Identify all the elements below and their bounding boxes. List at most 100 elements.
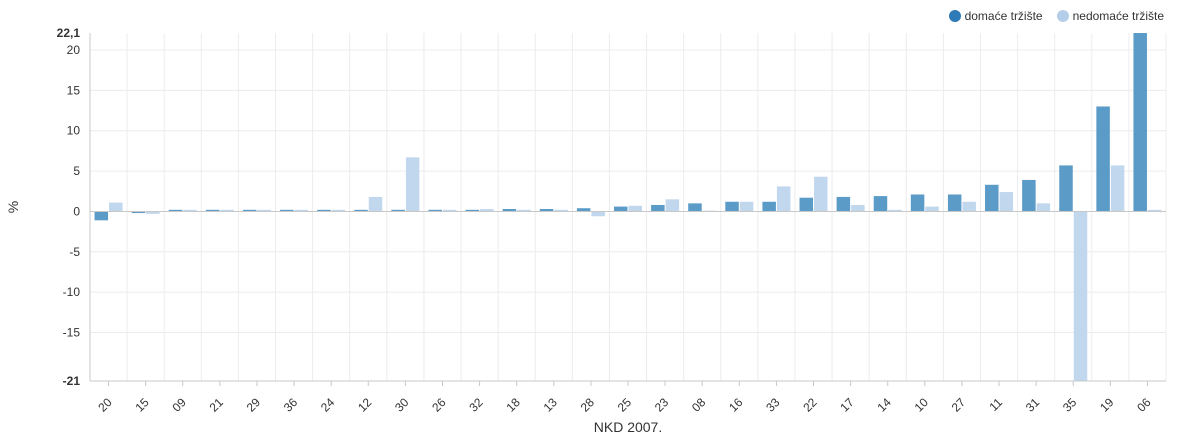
x-tick-label: 29 [244, 395, 264, 415]
x-tick-label: 17 [837, 395, 857, 415]
x-tick-label: 26 [429, 395, 449, 415]
bar-domestic [502, 209, 517, 212]
x-tick-label: 20 [95, 395, 115, 415]
bar-foreign [554, 209, 568, 212]
bar-foreign [442, 209, 457, 212]
x-tick-label: 11 [986, 395, 1005, 414]
bar-foreign [220, 209, 234, 212]
bar-domestic [873, 196, 888, 212]
bar-domestic [576, 208, 591, 212]
x-tick-label: 27 [949, 395, 969, 415]
x-tick-label: 30 [392, 395, 412, 415]
x-tick-label: 23 [652, 395, 672, 415]
bar-foreign [814, 176, 828, 212]
bar-domestic [391, 209, 405, 212]
bar-domestic [1022, 179, 1036, 212]
legend-swatch-foreign [1056, 10, 1069, 22]
y-tick-label: -10 [63, 285, 81, 299]
y-tick-label: 15 [67, 83, 81, 97]
bar-foreign [888, 209, 902, 212]
bar-foreign [517, 209, 531, 212]
legend-item-foreign[interactable]: nedomaće tržište [1056, 9, 1164, 23]
x-tick-label: 08 [689, 395, 709, 415]
bar-domestic [94, 211, 109, 221]
bar-domestic [762, 201, 776, 212]
bar-domestic [168, 209, 183, 212]
x-tick-label: 25 [615, 395, 635, 415]
x-tick-label: 13 [541, 395, 561, 415]
bar-domestic [947, 194, 962, 212]
bar-domestic [725, 201, 739, 212]
x-tick-label: 32 [466, 395, 486, 415]
bar-domestic [1059, 165, 1073, 212]
x-tick-label: 22 [800, 395, 820, 415]
x-tick-label: 09 [170, 395, 190, 415]
bar-domestic [836, 196, 851, 212]
y-axis-title: % [5, 201, 21, 213]
bar-domestic [985, 184, 999, 212]
bar-foreign [146, 211, 160, 214]
bar-domestic [799, 197, 814, 212]
bar-domestic [131, 211, 146, 214]
bar-domestic [465, 209, 480, 212]
y-tick-label: 10 [67, 124, 81, 138]
bar-domestic [651, 204, 665, 212]
bar-domestic [1096, 106, 1110, 212]
x-tick-label: 12 [355, 395, 375, 415]
bar-foreign [1036, 203, 1051, 212]
x-tick-label: 14 [874, 395, 894, 415]
bar-foreign [925, 206, 939, 212]
x-tick-label: 19 [1097, 395, 1117, 415]
x-tick-label: 21 [207, 395, 227, 415]
y-max-label: 22,1 [57, 26, 81, 40]
bar-foreign [962, 201, 976, 212]
bar-foreign [331, 209, 346, 212]
legend-swatch-domestic [948, 10, 961, 22]
bar-domestic [242, 209, 257, 212]
bar-domestic [688, 203, 702, 212]
y-min-label: -21 [63, 374, 81, 388]
x-tick-label: 15 [132, 395, 152, 415]
bar-domestic [317, 209, 331, 212]
bar-foreign [405, 157, 420, 212]
bar-domestic [614, 206, 628, 212]
x-tick-label: 16 [726, 395, 746, 415]
bar-foreign [999, 192, 1014, 212]
bar-foreign [1110, 165, 1125, 212]
bar-domestic [354, 209, 368, 212]
bar-foreign [368, 196, 383, 212]
bar-foreign [480, 209, 494, 212]
bar-foreign [776, 186, 791, 212]
x-tick-label: 10 [912, 395, 932, 415]
bar-foreign [739, 201, 754, 212]
x-tick-label: 18 [503, 395, 523, 415]
bar-foreign [257, 209, 271, 212]
bar-foreign [294, 209, 309, 212]
bar-foreign [628, 205, 642, 212]
legend: domaće tržište nedomaće tržište [948, 9, 1164, 23]
legend-item-domestic[interactable]: domaće tržište [948, 9, 1043, 23]
legend-label-foreign: nedomaće tržište [1072, 9, 1164, 23]
y-tick-label: 0 [73, 204, 80, 218]
legend-label-domestic: domaće tržište [964, 9, 1043, 23]
bar-domestic [910, 194, 925, 212]
y-tick-label: -15 [63, 326, 81, 340]
x-tick-label: 35 [1060, 395, 1080, 415]
bar-foreign [591, 211, 605, 217]
bar-foreign [665, 199, 680, 212]
x-tick-label: 28 [578, 395, 598, 415]
y-tick-label: -5 [69, 245, 80, 259]
bar-foreign [109, 202, 123, 212]
x-tick-label: 31 [1023, 395, 1043, 415]
bar-domestic [280, 209, 294, 212]
x-tick-label: 24 [318, 395, 338, 415]
bar-domestic [428, 209, 442, 212]
x-axis-title: NKD 2007. [594, 419, 662, 435]
y-tick-label: 20 [67, 43, 81, 57]
x-tick-label: 33 [763, 395, 783, 415]
bar-foreign [183, 209, 197, 212]
bar-foreign [851, 204, 865, 212]
bar-domestic [1133, 33, 1147, 212]
